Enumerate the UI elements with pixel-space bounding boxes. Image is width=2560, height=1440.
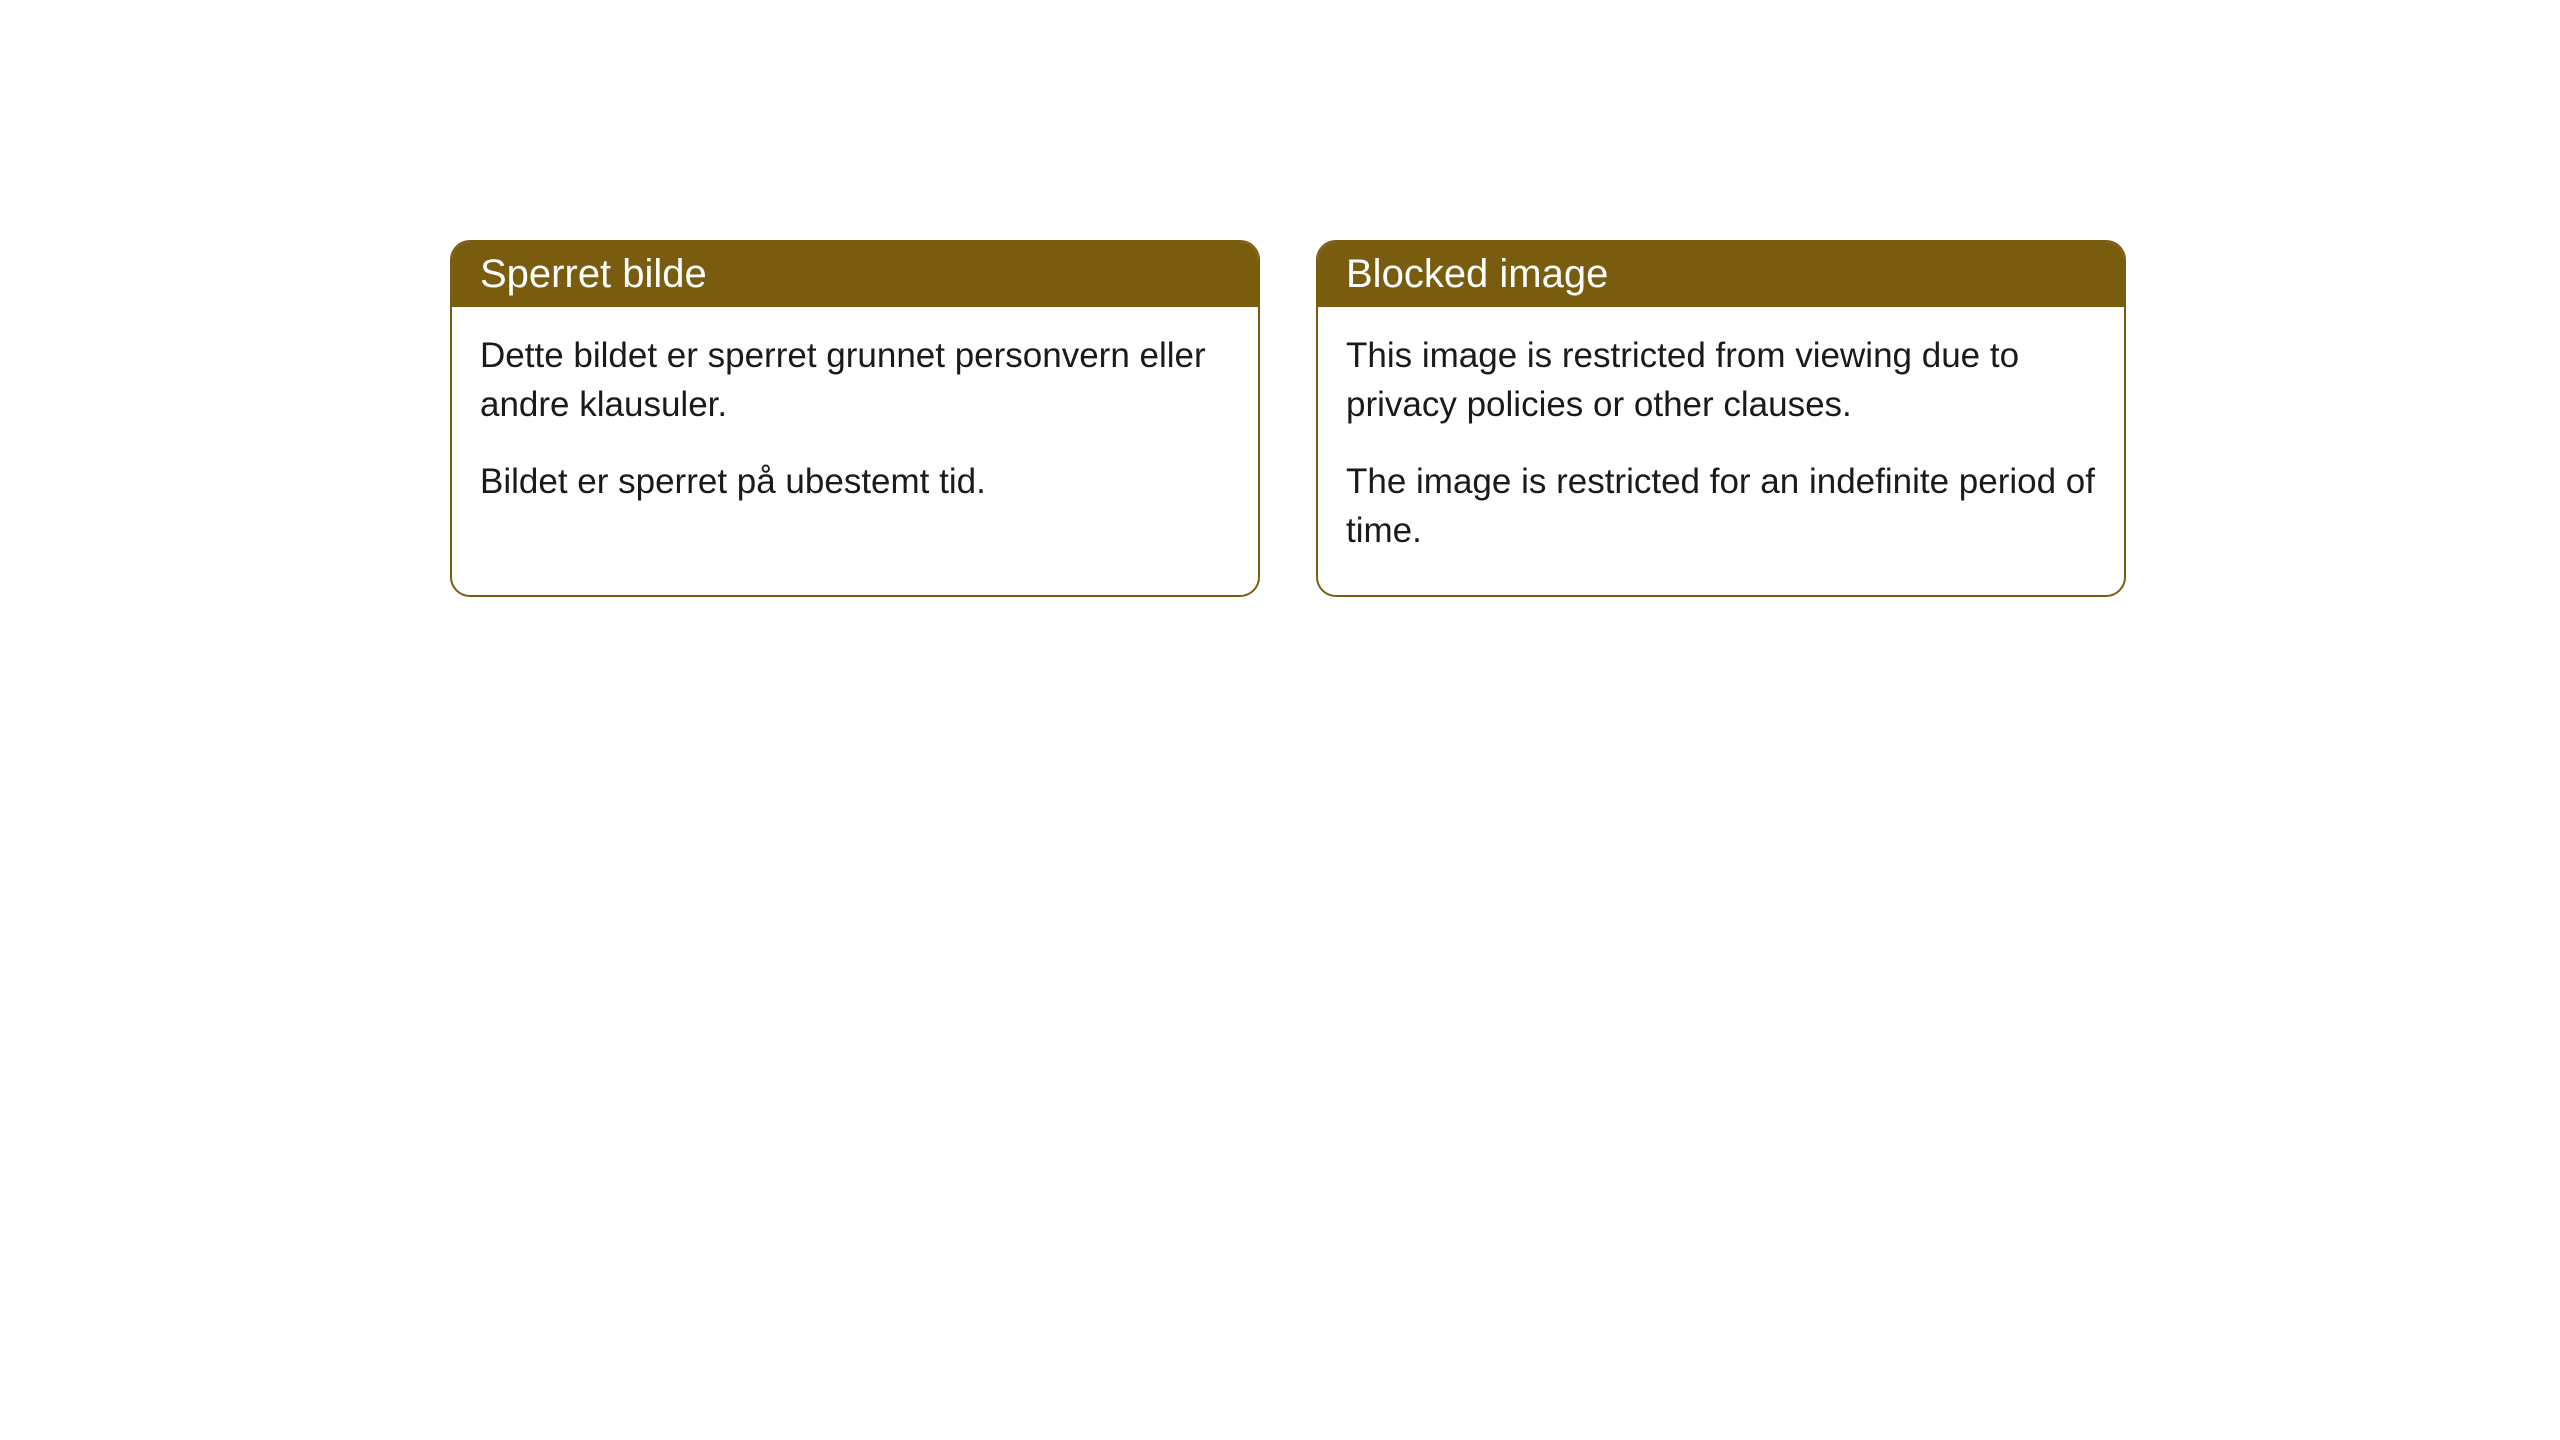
card-paragraph: This image is restricted from viewing du… <box>1346 331 2096 429</box>
card-paragraph: Dette bildet er sperret grunnet personve… <box>480 331 1230 429</box>
card-title: Blocked image <box>1346 252 1608 296</box>
card-paragraph: The image is restricted for an indefinit… <box>1346 457 2096 555</box>
card-body-english: This image is restricted from viewing du… <box>1318 307 2124 595</box>
card-paragraph: Bildet er sperret på ubestemt tid. <box>480 457 1230 506</box>
card-title: Sperret bilde <box>480 252 707 296</box>
card-header-norwegian: Sperret bilde <box>452 242 1258 307</box>
card-body-norwegian: Dette bildet er sperret grunnet personve… <box>452 307 1258 546</box>
notice-card-english: Blocked image This image is restricted f… <box>1316 240 2126 597</box>
card-header-english: Blocked image <box>1318 242 2124 307</box>
notice-card-norwegian: Sperret bilde Dette bildet er sperret gr… <box>450 240 1260 597</box>
notice-cards-container: Sperret bilde Dette bildet er sperret gr… <box>450 240 2126 597</box>
